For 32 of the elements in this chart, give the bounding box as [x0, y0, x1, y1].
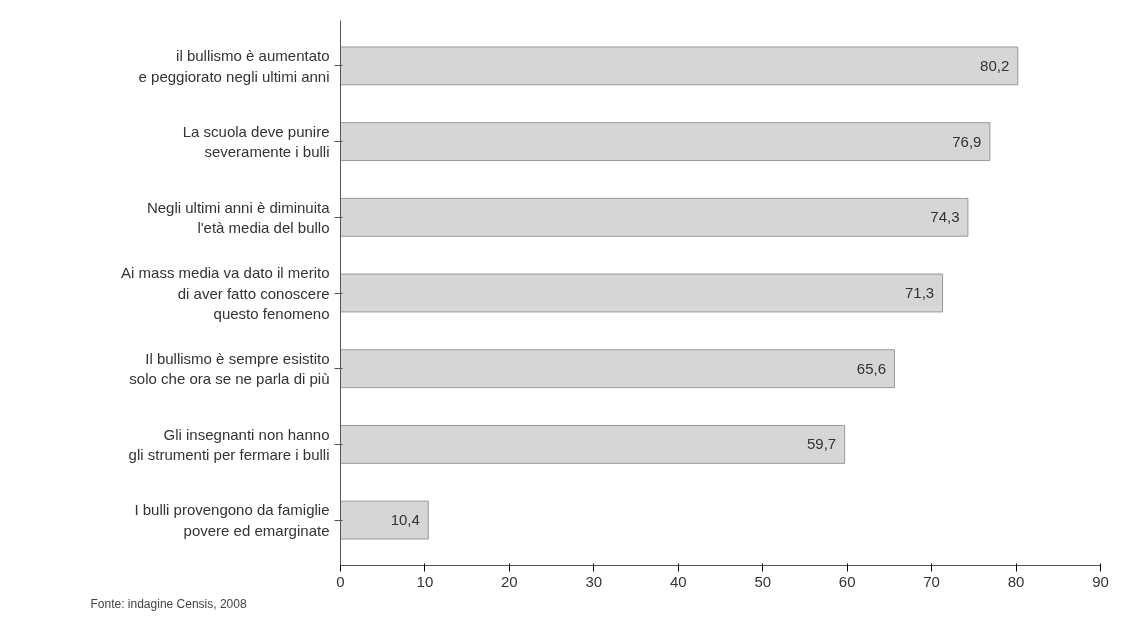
x-tick-label: 50: [754, 572, 772, 590]
y-tick-label: Il bullismo è sempre esistito solo che ora se ne parla di più: [129, 349, 330, 388]
y-tick-label: Negli ultimi anni è diminuita l'età media del bullo: [146, 198, 331, 237]
bar: [340, 273, 944, 313]
bar: [340, 349, 895, 389]
x-tick-label: 80: [1007, 572, 1025, 590]
data-label: 74,3: [930, 208, 960, 226]
x-tick-label: 10: [416, 572, 434, 590]
y-tick-label: Gli insegnanti non hanno gli strumenti per fermare i bulli: [128, 425, 330, 464]
y-tick-label: Ai mass media va dato il merito di aver fatto conoscere questo fenomeno: [121, 264, 330, 322]
bar: [340, 424, 846, 464]
x-tick-label: 40: [669, 572, 687, 590]
bar: [340, 46, 1019, 86]
source-note: Fonte: indagine Censis, 2008: [90, 596, 247, 611]
x-tick-label: 0: [336, 572, 345, 590]
x-tick-label: 70: [923, 572, 940, 590]
bar: [340, 500, 429, 540]
data-label: 59,7: [806, 435, 837, 453]
data-label: 65,6: [856, 359, 887, 377]
x-tick-label: 60: [838, 572, 856, 590]
data-label: 71,3: [904, 284, 935, 301]
x-tick-label: 30: [585, 572, 603, 590]
data-label: 10,4: [390, 511, 420, 529]
x-tick-label: 90: [1092, 572, 1109, 590]
x-tick-label: 20: [501, 572, 518, 590]
y-tick-label: il bullismo è aumentato e peggiorato negli ultimi anni: [138, 47, 330, 85]
bar: [340, 197, 969, 237]
data-label: 80,2: [980, 56, 1010, 74]
bar: [340, 122, 991, 162]
data-label: 76,9: [952, 132, 982, 150]
y-tick-label: La scuola deve punire severamente i bulli: [182, 122, 330, 161]
y-tick-label: I bulli provengono da famiglie povere ed emarginate: [134, 501, 330, 539]
